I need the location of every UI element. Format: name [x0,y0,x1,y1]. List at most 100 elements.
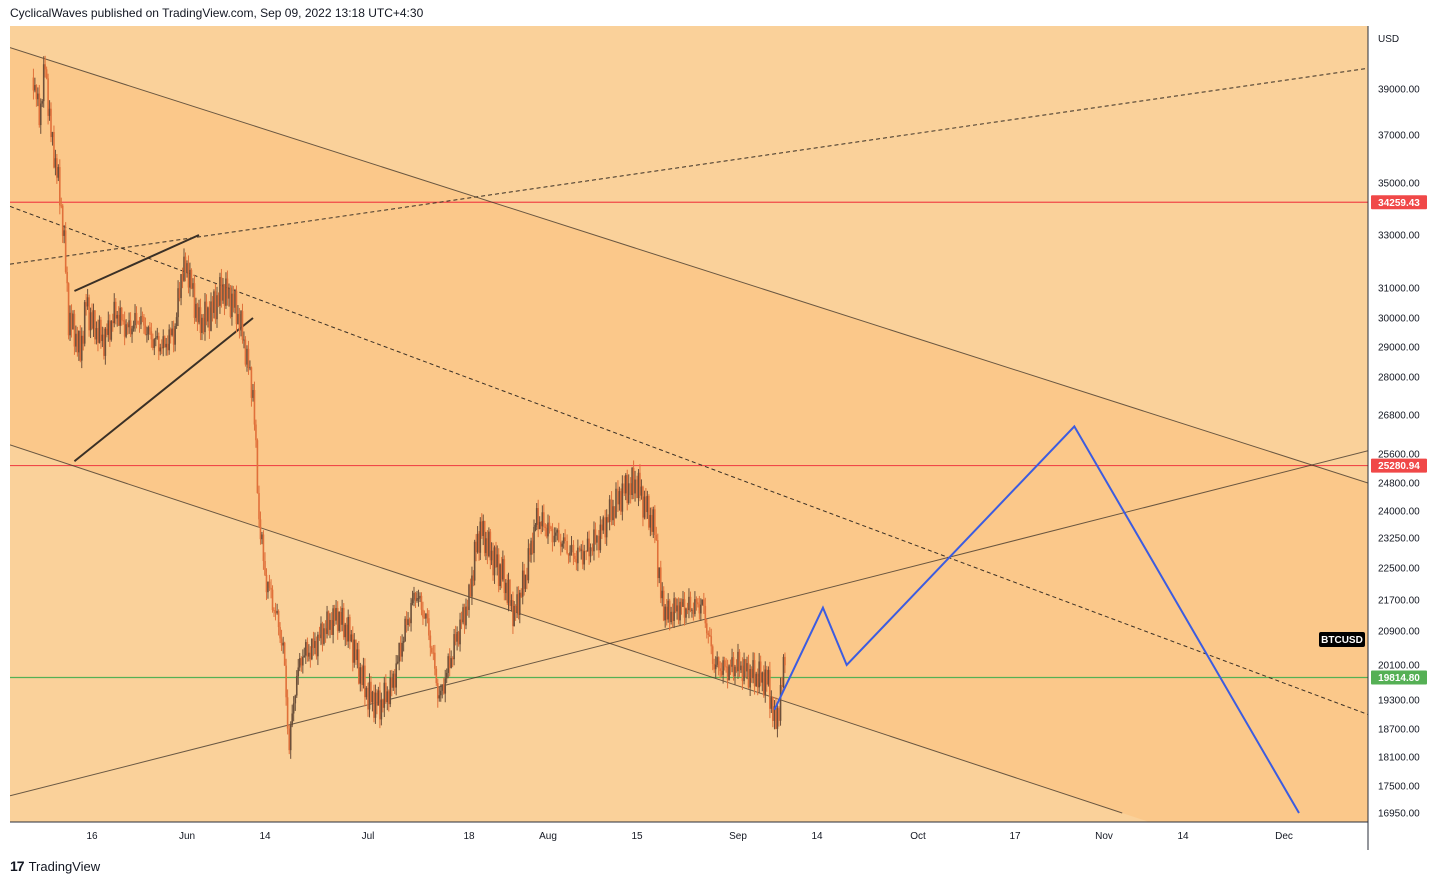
price-axis-area[interactable] [1369,26,1431,822]
x-tick-label: Sep [729,831,747,842]
x-tick-label: Nov [1095,831,1113,842]
candle-body [320,623,322,639]
candle-body [750,669,753,679]
candle-body [75,333,77,347]
candle-body [608,499,611,523]
candle-body [570,544,573,553]
candle-body [196,303,199,323]
candle-body [286,697,289,729]
candle-body [460,619,463,623]
candle-body [605,517,608,538]
candle-body [755,673,758,687]
y-tick-label: 20100.00 [1378,661,1420,672]
trendline-6[interactable] [73,317,254,463]
candle-body [419,595,421,599]
trendline-2[interactable] [10,450,1368,797]
candle-body [117,314,120,326]
level-price-label: 19814.80 [1378,673,1420,684]
trendline-3[interactable] [10,67,1368,265]
candle-body [56,158,58,178]
trendline-5[interactable] [74,234,200,292]
x-tick-label: Dec [1275,831,1293,842]
candle-body [303,655,306,658]
tradingview-brand[interactable]: 17 TradingView [10,858,100,874]
candle-body [581,549,584,565]
candle-body [753,660,756,687]
y-tick-label: 29000.00 [1378,343,1420,354]
candle-body [282,642,284,646]
candle-body [253,390,256,425]
y-tick-label: 19300.00 [1378,696,1420,707]
candle-body [404,618,406,642]
candle-body [111,321,114,324]
candle-body [169,329,172,336]
candle-body [362,665,365,686]
candle-body [339,612,342,625]
candle-body [646,495,649,513]
candle-body [163,336,166,348]
candle-body [327,611,330,630]
candle-body [435,668,438,684]
candle-body [128,320,130,328]
candle-body [589,547,592,557]
candle-body [643,496,646,518]
candle-body [516,594,518,613]
trendline-1[interactable] [10,444,1123,814]
candle-body [222,284,224,301]
candle-body [166,343,169,351]
candle-body [160,347,163,349]
candle-body [773,706,776,721]
candle-body [42,64,45,102]
candle-body [411,599,414,604]
candle-body [359,667,362,684]
candle-body [78,331,80,353]
candle-body [338,612,340,631]
candle-body [67,283,70,336]
level-price-badge [1371,670,1427,685]
tradingview-brand-text: TradingView [28,858,101,874]
candle-body [59,167,61,206]
candle-body [679,601,681,621]
candle-body [273,610,275,612]
candle-body [199,307,202,333]
candle-body [668,600,671,623]
candle-body [667,600,669,620]
candle-body [701,599,704,605]
candle-body [574,555,576,560]
candle-body [645,496,647,513]
candle-body [311,638,313,660]
candle-body [535,508,538,525]
candle-body [640,486,643,496]
candle-body [556,530,559,533]
candle-body [97,328,99,343]
candle-body [596,535,598,543]
candle-body [83,302,86,344]
candle-body [441,684,444,691]
candle-body [147,327,150,335]
y-tick-label: 18100.00 [1378,753,1420,764]
candle-body [602,517,605,531]
y-tick-label: 35000.00 [1378,179,1420,190]
candle-body [37,93,39,100]
candle-body [294,695,297,704]
candle-body [51,131,54,138]
candle-body [723,660,726,667]
candle-body [44,64,46,70]
projection-path[interactable] [773,424,1300,814]
candle-body [731,657,733,667]
candle-body [610,499,613,521]
candle-body [475,541,477,553]
candle-body [562,537,565,544]
candle-body [518,592,521,615]
trendline-0[interactable] [10,47,1368,484]
y-tick-label: 31000.00 [1378,284,1420,295]
candle-body [159,347,162,352]
candle-body [50,108,52,138]
candle-body [262,534,265,562]
candle-body [45,69,48,79]
candle-body [503,559,506,594]
candle-body [330,620,333,635]
candle-body [749,669,751,688]
channel-fill [10,47,1368,822]
